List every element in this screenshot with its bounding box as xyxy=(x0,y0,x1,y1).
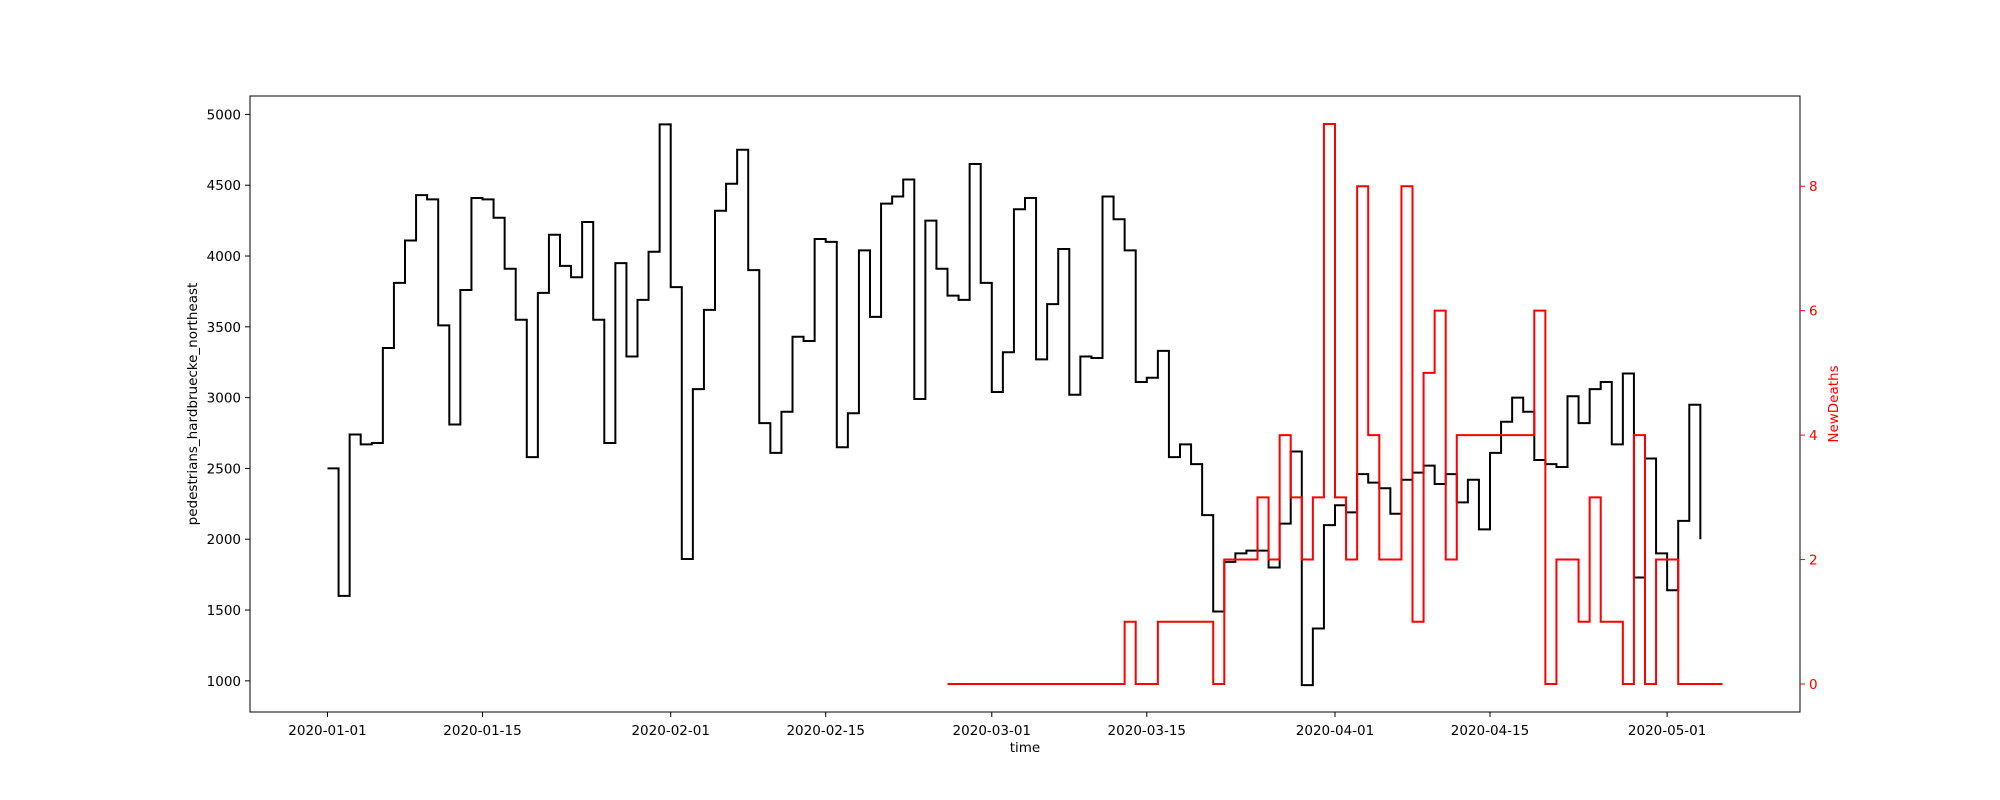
y-left-tick-label: 3500 xyxy=(207,320,241,336)
x-tick-label: 2020-04-15 xyxy=(1451,723,1529,739)
x-tick-label: 2020-03-15 xyxy=(1108,723,1186,739)
series-line-pedestrians xyxy=(327,123,1702,687)
series-layer xyxy=(327,123,1723,687)
y-left-tick-label: 1500 xyxy=(207,603,241,619)
plot-frame xyxy=(249,95,1801,713)
x-tick-label: 2020-03-01 xyxy=(953,723,1031,739)
y-right-tick-label: 6 xyxy=(1809,304,1818,320)
y-axis-left: 1000 1500 2000 2500 3000 3500 4000 4500 5000 xyxy=(207,107,250,690)
y-right-tick-label: 0 xyxy=(1809,677,1818,693)
x-tick-label: 2020-01-15 xyxy=(443,723,521,739)
series-line-new-deaths xyxy=(947,123,1723,685)
x-tick-label: 2020-02-15 xyxy=(786,723,864,739)
y-left-tick-label: 4000 xyxy=(207,249,241,265)
y-right-tick-label: 4 xyxy=(1809,428,1818,444)
y-axis-left-label: pedestrians_hardbruecke_northeast xyxy=(185,283,201,526)
y-left-tick-label: 2000 xyxy=(207,532,241,548)
x-tick-label: 2020-05-01 xyxy=(1628,723,1706,739)
y-left-tick-label: 3000 xyxy=(207,391,241,407)
y-left-tick-label: 4500 xyxy=(207,178,241,194)
y-axis-right-label: NewDeaths xyxy=(1826,365,1842,442)
x-tick-label: 2020-02-01 xyxy=(631,723,709,739)
x-axis-label: time xyxy=(1010,740,1041,756)
y-left-tick-label: 2500 xyxy=(207,461,241,477)
y-right-tick-label: 8 xyxy=(1809,179,1818,195)
y-left-tick-label: 1000 xyxy=(207,674,241,690)
y-right-tick-label: 2 xyxy=(1809,553,1818,569)
y-left-tick-label: 5000 xyxy=(207,107,241,123)
x-tick-label: 2020-04-01 xyxy=(1296,723,1374,739)
x-axis: 2020-01-01 2020-01-15 2020-02-01 2020-02-15… xyxy=(288,712,1706,739)
y-axis-right: 0 2 4 6 8 xyxy=(1800,179,1818,693)
x-tick-label: 2020-01-01 xyxy=(288,723,366,739)
